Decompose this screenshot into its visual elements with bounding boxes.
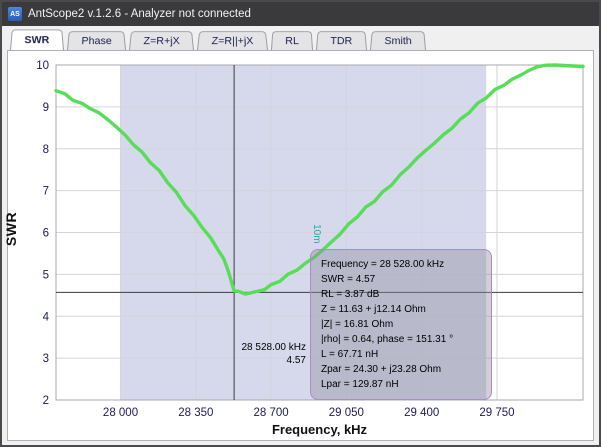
measurement-tooltip: Frequency = 28 528.00 kHz SWR = 4.57 RL …	[310, 249, 492, 400]
y-tick-label: 5	[43, 269, 49, 281]
titlebar[interactable]: AS AntScope2 v.1.2.6 - Analyzer not conn…	[2, 2, 599, 26]
tab-tdr[interactable]: TDR	[316, 31, 367, 50]
plot-frame	[55, 64, 584, 401]
x-tick-label: 29 750	[479, 407, 514, 419]
x-tick-label: 28 350	[178, 407, 213, 419]
tooltip-line: L = 67.71 nH	[321, 349, 379, 360]
cursor-readout: 28 528.00 kHz 4.57	[218, 341, 307, 367]
swr-chart-panel: 2 3 4 5 6 7 8 9 10 28 000 28 350 28 700 29 050 29 400…	[3, 50, 595, 442]
swr-chart[interactable]: 2 3 4 5 6 7 8 9 10 28 000 28 350 28 700 29 050 29 400…	[8, 51, 595, 442]
tab-swr[interactable]: SWR	[10, 29, 64, 50]
y-tick-label: 2	[43, 395, 49, 407]
window-title: AntScope2 v.1.2.6 - Analyzer not connect…	[28, 8, 251, 20]
tooltip-line: |rho| = 0.64, phase = 151.31 °	[321, 334, 454, 345]
y-tick-label: 6	[43, 228, 49, 240]
y-tick-label: 3	[43, 353, 49, 365]
x-tick-label: 28 000	[103, 407, 138, 419]
cursor-frequency-label: 28 528.00 kHz	[241, 342, 307, 353]
tooltip-line: Zpar = 24.30 + j23.28 Ohm	[321, 364, 442, 375]
x-axis-title: Frequency, kHz	[271, 422, 368, 437]
tab-smith[interactable]: Smith	[369, 31, 426, 50]
tooltip-line: SWR = 4.57	[321, 274, 376, 285]
chart-tab-bar: SWR Phase Z=R+jX Z=R||+jX RL TDR Smith	[10, 28, 429, 50]
y-tick-label: 7	[43, 186, 49, 198]
swr-curve	[54, 63, 585, 296]
y-axis-title: SWR	[3, 211, 20, 247]
tooltip-line: Lpar = 129.87 nH	[321, 379, 399, 390]
tooltip-line: Z = 11.63 + j12.14 Ohm	[321, 304, 426, 315]
tooltip-line: RL = 3.87 dB	[321, 289, 380, 300]
tooltip-line: Frequency = 28 528.00 kHz	[321, 259, 445, 270]
tab-rl[interactable]: RL	[271, 31, 314, 50]
tooltip-line: |Z| = 16.81 Ohm	[321, 319, 394, 330]
y-tick-label: 8	[43, 144, 49, 156]
x-tick-label: 28 700	[254, 407, 289, 419]
y-tick-label: 4	[43, 311, 50, 323]
x-tick-label: 29 400	[404, 407, 439, 419]
antscope-app-icon: AS	[8, 7, 22, 21]
y-tick-label: 10	[36, 60, 49, 72]
band-label: 10m	[311, 224, 322, 243]
cursor-swr-label: 4.57	[286, 355, 306, 366]
x-tick-label: 29 050	[329, 407, 364, 419]
y-tick-label: 9	[43, 102, 49, 114]
tab-z-parallel[interactable]: Z=R||+jX	[197, 31, 269, 50]
tab-phase[interactable]: Phase	[66, 31, 126, 50]
tab-z-r-jx[interactable]: Z=R+jX	[128, 31, 195, 50]
